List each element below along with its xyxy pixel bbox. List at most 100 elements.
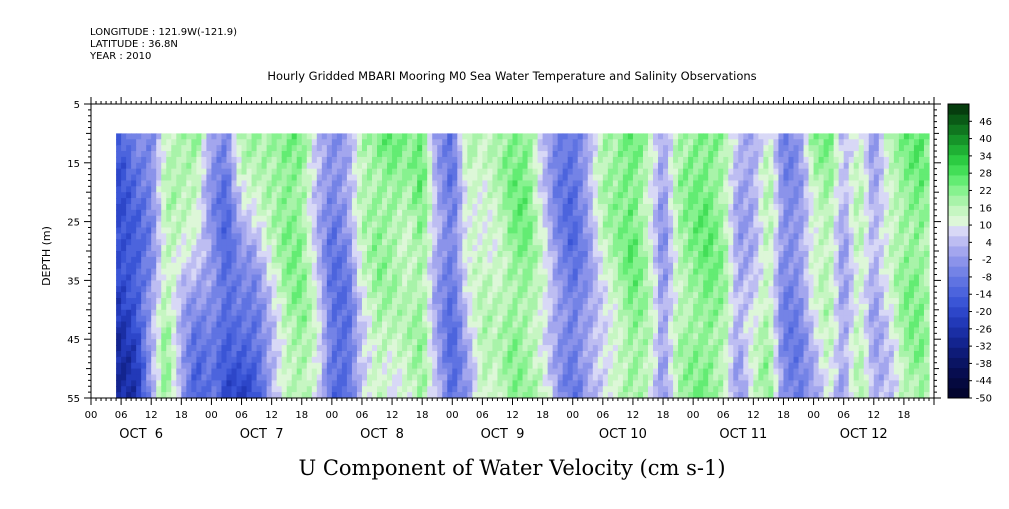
heatmap-cell [331, 209, 338, 217]
heatmap-cell [171, 233, 177, 240]
heatmap-cell [407, 221, 413, 229]
heatmap-cell [663, 362, 669, 370]
heatmap-cell [537, 339, 544, 346]
heatmap-cell [301, 151, 308, 158]
heatmap-cell [276, 386, 283, 393]
heatmap-cell [256, 145, 263, 152]
heatmap-cell [256, 174, 263, 182]
heatmap-cell [612, 286, 619, 293]
heatmap-cell [497, 227, 504, 234]
heatmap-cell [467, 145, 473, 152]
heatmap-cell [296, 356, 303, 364]
heatmap-cell [442, 374, 448, 381]
heatmap-cell [296, 262, 303, 270]
heatmap-cell [196, 392, 202, 399]
heatmap-cell [356, 215, 363, 223]
heatmap-cell [392, 239, 398, 246]
heatmap-cell [161, 333, 167, 340]
heatmap-cell [462, 339, 468, 346]
heatmap-cell [517, 145, 524, 152]
heatmap-cell [472, 221, 478, 229]
heatmap-cell [537, 162, 544, 170]
heatmap-cell [206, 251, 213, 258]
heatmap-cell [211, 186, 218, 193]
heatmap-cell [532, 392, 539, 399]
heatmap-cell [176, 239, 182, 246]
heatmap-cell [211, 327, 218, 334]
heatmap-cell [286, 162, 293, 170]
heatmap-cell [668, 174, 674, 182]
heatmap-cell [522, 192, 529, 199]
heatmap-cell [557, 321, 564, 329]
heatmap-cell [151, 274, 157, 281]
heatmap-cell [171, 345, 177, 352]
heatmap-cell [291, 274, 298, 281]
heatmap-cell [171, 356, 177, 364]
heatmap-cell [241, 303, 248, 311]
heatmap-cell [176, 333, 182, 340]
heatmap-cell [472, 162, 478, 170]
heatmap-cell [226, 345, 233, 352]
heatmap-cell [658, 392, 664, 399]
heatmap-cell [206, 245, 213, 252]
heatmap-cell [427, 392, 433, 399]
heatmap-cell [321, 380, 328, 387]
heatmap-cell [246, 362, 253, 370]
heatmap-cell [171, 362, 177, 370]
heatmap-cell [612, 303, 619, 311]
heatmap-cell [387, 339, 393, 346]
heatmap-cell [206, 333, 213, 340]
heatmap-cell [442, 350, 448, 358]
heatmap-cell [437, 174, 443, 182]
heatmap-cell [668, 274, 674, 281]
heatmap-cell [346, 221, 353, 229]
heatmap-cell [216, 251, 223, 258]
heatmap-cell [577, 339, 584, 346]
heatmap-cell [301, 333, 308, 340]
heatmap-cell [161, 268, 167, 276]
heatmap-cell [266, 386, 273, 393]
heatmap-cell [447, 280, 453, 287]
heatmap-cell [447, 215, 453, 223]
heatmap-cell [271, 221, 278, 229]
heatmap-cell [507, 350, 514, 358]
heatmap-cell [276, 327, 283, 334]
heatmap-cell [442, 315, 448, 323]
heatmap-cell [221, 327, 228, 334]
heatmap-cell [246, 380, 253, 387]
heatmap-cell [642, 221, 649, 229]
heatmap-cell [642, 356, 649, 364]
heatmap-cell [336, 292, 343, 299]
heatmap-cell [221, 192, 228, 199]
heatmap-cell [482, 333, 489, 340]
heatmap-cell [437, 192, 443, 199]
heatmap-cell [211, 309, 218, 317]
heatmap-cell [176, 215, 182, 223]
heatmap-cell [196, 139, 202, 146]
heatmap-cell [196, 203, 202, 211]
heatmap-cell [261, 256, 268, 264]
heatmap-cell [176, 139, 182, 146]
heatmap-cell [567, 186, 574, 193]
heatmap-cell [171, 156, 177, 164]
heatmap-cell [512, 280, 519, 287]
heatmap-cell [306, 362, 313, 370]
heatmap-cell [296, 174, 303, 182]
heatmap-cell [407, 162, 413, 170]
heatmap-cell [577, 374, 584, 381]
heatmap-cell [472, 180, 478, 187]
heatmap-cell [241, 362, 248, 370]
heatmap-cell [632, 174, 639, 182]
heatmap-cell [422, 227, 428, 234]
heatmap-cell [356, 162, 363, 170]
heatmap-cell [668, 356, 674, 364]
heatmap-cell [201, 245, 208, 252]
heatmap-cell [121, 245, 127, 252]
heatmap-cell [171, 262, 177, 270]
heatmap-cell [211, 298, 218, 305]
heatmap-cell [653, 227, 659, 234]
heatmap-cell [356, 251, 363, 258]
heatmap-cell [131, 356, 137, 364]
heatmap-cell [587, 151, 594, 158]
heatmap-cell [176, 321, 182, 329]
